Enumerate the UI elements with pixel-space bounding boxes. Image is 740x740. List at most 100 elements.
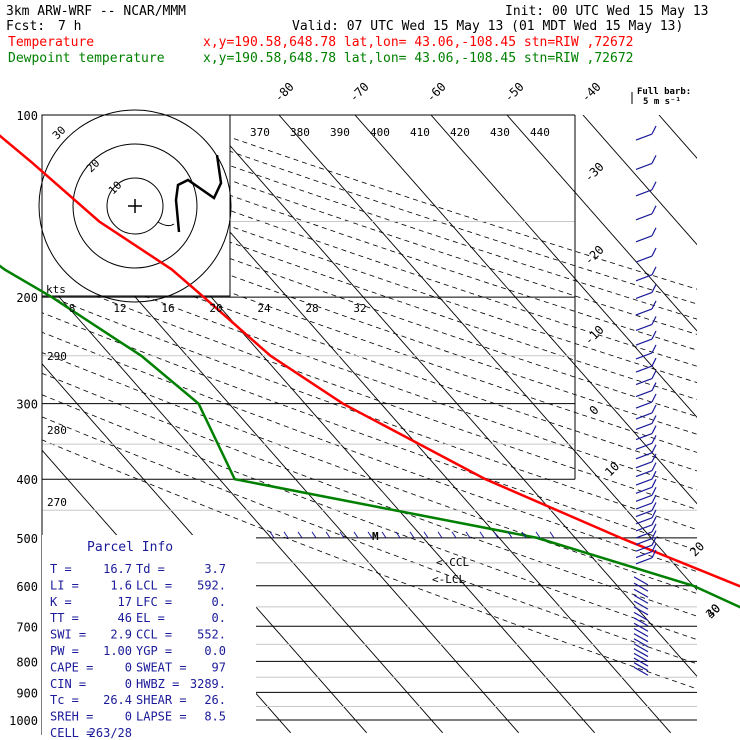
wind-barb <box>635 538 653 546</box>
parcel-info-cell: LI = <box>50 578 79 592</box>
temperature-label: 0 <box>587 403 602 418</box>
parcel-info-cell: 2.9 <box>110 628 132 642</box>
temperature-label: 40 <box>703 601 723 621</box>
parcel-info-cell: CCL = <box>136 628 172 642</box>
wind-barb-low <box>633 666 649 676</box>
wind-tick <box>493 531 499 539</box>
wind-barb-flag <box>651 516 657 526</box>
wind-barb <box>635 531 653 539</box>
wind-tick <box>269 531 275 539</box>
wind-barb-flag <box>651 330 657 340</box>
wind-barb-low <box>633 662 649 672</box>
wind-barb-low <box>633 622 649 632</box>
hodo-ring-10 <box>106 177 164 235</box>
isotherm <box>42 276 444 734</box>
temperature-label: -80 <box>272 80 297 105</box>
parcel-info-cell: Tc = <box>50 693 79 707</box>
wind-tick <box>521 531 527 539</box>
parcel-info-panel: Parcel Info T = 16.7 Td = 3.7 LI = 1.6 LCL = 59… <box>42 535 256 740</box>
isotherm <box>582 115 697 246</box>
dry-adiabat <box>42 188 697 418</box>
wind-barb <box>635 189 653 197</box>
wind-barb-flag <box>651 155 657 164</box>
temperature-location: x,y=190.58,648.78 lat,lon= 43.06,-108.45… <box>203 35 633 50</box>
parcel-info-cell: 46 <box>118 611 132 625</box>
wind-barb-flag <box>651 316 657 325</box>
parcel-info-cell: 263/28 <box>89 726 132 740</box>
wind-barb-flag <box>651 425 657 434</box>
parcel-info-cell: 3289. <box>190 677 226 691</box>
dry-adiabat <box>42 293 697 531</box>
wind-barb-flag <box>651 494 657 504</box>
wind-barb <box>635 291 653 299</box>
isentrope-label: 430 <box>490 126 510 139</box>
wind-barb <box>635 255 653 263</box>
isentrope-label: 400 <box>370 126 390 139</box>
temperature-label: 10 <box>602 459 622 479</box>
wind-barb <box>635 389 653 398</box>
model-title: 3km ARW-WRF -- NCAR/MMM <box>6 4 186 19</box>
pressure-label: 1000 <box>9 714 38 728</box>
isotherm <box>506 115 697 332</box>
parcel-info-cell: HWBZ = <box>136 677 179 691</box>
wind-barb-low <box>633 576 649 586</box>
temperature-line <box>0 134 740 588</box>
wind-barb <box>635 433 653 441</box>
wind-barb-flag <box>651 393 657 403</box>
wind-barb-low <box>633 588 649 598</box>
isentrope-label: 370 <box>250 126 270 139</box>
pressure-label: 200 <box>16 291 38 305</box>
wind-tick <box>409 531 415 539</box>
hodo-storm-arrow <box>157 221 175 227</box>
dry-adiabat <box>42 312 697 551</box>
isotherm <box>354 115 697 505</box>
isotherm <box>658 115 697 159</box>
hodograph-trace <box>174 154 223 233</box>
temperature-legend: Temperature <box>8 35 94 50</box>
wind-barb <box>635 162 653 170</box>
full-barb-label: Full barb: <box>637 87 691 97</box>
wind-tick <box>367 531 373 539</box>
wind-barb-flag <box>651 370 657 379</box>
full-barb-units: 5 m s⁻¹ <box>643 97 681 107</box>
wind-barb <box>635 502 653 510</box>
wind-barb-low <box>633 657 649 667</box>
wind-barb-low <box>633 628 649 638</box>
wind-barb-low <box>633 638 649 648</box>
wind-barb-flag <box>651 266 657 276</box>
wind-barb-flag <box>651 125 657 135</box>
parcel-info-cell: EL = <box>136 611 165 625</box>
wind-barb-flag <box>651 415 657 424</box>
hodo-speed-label: 8 <box>69 302 76 315</box>
wind-tick <box>325 531 331 539</box>
wind-barb <box>635 352 653 360</box>
ccl-marker: <-CCL <box>436 556 469 569</box>
wind-barb <box>635 308 653 316</box>
wind-barb-flag <box>651 382 657 391</box>
hodo-speed-label: 20 <box>209 302 222 315</box>
parcel-info-cell: 26. <box>204 693 226 707</box>
parcel-info-cell: 3.7 <box>204 562 226 576</box>
parcel-info-cell: K = <box>50 595 72 609</box>
parcel-info-cell: YGP = <box>136 644 172 658</box>
pressure-label: 100 <box>16 109 38 123</box>
wind-tick <box>479 531 485 539</box>
dry-adiabat <box>42 352 697 594</box>
pressure-label: 900 <box>16 686 38 700</box>
wind-barb-flag <box>651 462 657 471</box>
init-time: Init: 00 UTC Wed 15 May 13 <box>505 4 709 19</box>
wind-barb-flag <box>651 536 657 546</box>
wind-barb-flag <box>651 530 657 539</box>
hodo-speed-label: 24 <box>257 302 271 315</box>
parcel-info-cell: T = <box>50 562 72 576</box>
wind-barb-low <box>633 652 649 662</box>
pressure-label: 700 <box>16 620 38 634</box>
wind-barb-flag <box>651 487 657 496</box>
wind-barb-flag <box>651 509 657 519</box>
isentrope-labels: 370 380 390 400 410 420 430 440 290 280 270 <box>47 126 550 509</box>
wind-barb-flag <box>651 502 657 511</box>
wind-barb-flag <box>651 247 657 257</box>
wind-tick <box>381 531 387 539</box>
